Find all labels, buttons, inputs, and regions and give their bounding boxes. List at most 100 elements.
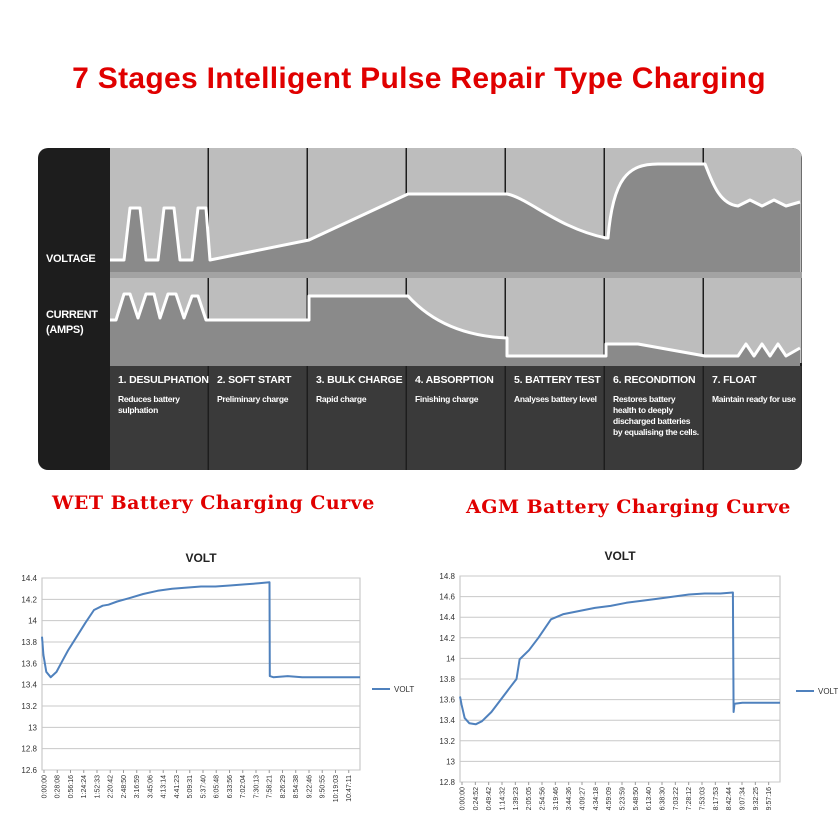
x-tick-label: 10:47:11	[346, 775, 353, 802]
y-tick-label: 14.4	[439, 613, 455, 622]
stage-desc: Preliminary charge	[217, 394, 289, 404]
x-tick-label: 7:28:12	[686, 787, 693, 810]
x-tick-label: 7:30:13	[253, 775, 260, 798]
x-tick-label: 5:23:59	[620, 787, 627, 810]
x-tick-label: 5:37:40	[200, 775, 207, 798]
stage-cell-battery-test: 5. BATTERY TEST Analyses battery level	[507, 366, 604, 468]
y-tick-label: 13.4	[21, 681, 37, 690]
chart-title: VOLT	[604, 549, 636, 563]
x-tick-label: 8:54:38	[293, 775, 300, 798]
x-tick-label: 0:49:42	[486, 787, 493, 810]
x-tick-label: 2:48:50	[121, 775, 128, 798]
stage-name: 1. DESULPHATION	[118, 374, 209, 386]
x-tick-label: 2:20:42	[108, 775, 115, 798]
x-tick-label: 3:16:59	[134, 775, 141, 798]
stage-label-bg	[407, 366, 505, 470]
stage-label-bg	[605, 366, 703, 470]
x-tick-label: 0:28:08	[55, 775, 62, 798]
chart-title: VOLT	[185, 551, 217, 565]
x-tick-label: 4:59:09	[606, 787, 613, 810]
y-tick-label: 13.4	[439, 716, 455, 725]
x-tick-label: 6:05:48	[214, 775, 221, 798]
x-tick-label: 7:03:22	[673, 787, 680, 810]
stage-cell-absorption: 4. ABSORPTION Finishing charge	[408, 366, 505, 468]
stage-name: 5. BATTERY TEST	[514, 374, 601, 386]
x-tick-label: 7:53:03	[700, 787, 707, 810]
y-tick-label: 14.4	[21, 574, 37, 583]
x-tick-label: 5:09:31	[187, 775, 194, 798]
stage-label-bg	[209, 366, 307, 470]
y-tick-label: 14.2	[21, 595, 37, 604]
stage-cell-recondition: 6. RECONDITION Restores battery health t…	[606, 366, 703, 468]
voltage-area	[110, 164, 800, 272]
current-area	[110, 294, 800, 366]
y-tick-label: 14.8	[439, 572, 455, 581]
x-tick-label: 1:14:32	[500, 787, 507, 810]
stage-desc: Rapid charge	[316, 394, 367, 404]
x-tick-label: 2:05:05	[526, 787, 533, 810]
x-tick-label: 4:41:23	[174, 775, 181, 798]
x-tick-label: 1:52:33	[94, 775, 101, 798]
series-line-volt	[41, 581, 360, 679]
y-tick-label: 14.6	[439, 593, 455, 602]
agm-chart-heading: AGM Battery Charging Curve	[466, 496, 791, 518]
y-tick-label: 13.8	[21, 638, 37, 647]
x-tick-label: 9:50:55	[320, 775, 327, 798]
series-line-volt	[459, 591, 780, 726]
stage-name: 3. BULK CHARGE	[316, 374, 403, 386]
x-tick-label: 7:02:04	[240, 775, 247, 798]
x-tick-label: 9:32:25	[753, 787, 760, 810]
agm-volt-chart: VOLT 14.8 14.6 14.4 14.2 14 13.8 13.6 13.4 13.2 13…	[439, 549, 838, 810]
x-tick-label: 0:00:00	[460, 787, 467, 810]
row-separator	[110, 272, 802, 278]
x-tick-label: 4:34:18	[593, 787, 600, 810]
y-tick-label: 12.6	[21, 766, 37, 775]
x-tick-label: 6:13:40	[646, 787, 653, 810]
x-tick-label: 3:45:06	[147, 775, 154, 798]
stage-cell-desulphation: 1. DESULPHATION Reduces battery sulphati…	[111, 366, 209, 468]
voltage-label: VOLTAGE	[46, 253, 96, 265]
x-tick-label: 8:26:29	[280, 775, 287, 798]
plot-area	[41, 577, 361, 771]
y-tick-label: 14.2	[439, 634, 455, 643]
stage-label-bg	[110, 366, 208, 470]
stage-cell-float: 7. FLOAT Maintain ready for use	[705, 366, 802, 468]
x-tick-label: 2:54:56	[540, 787, 547, 810]
x-tick-label: 7:58:21	[267, 775, 274, 798]
x-tick-label: 1:39:23	[513, 787, 520, 810]
stage-desc: Reduces battery sulphation	[118, 394, 180, 415]
legend-label: VOLT	[394, 685, 414, 694]
stage-label-bg	[308, 366, 406, 470]
stage-desc: Maintain ready for use	[712, 394, 796, 404]
y-tick-label: 13.2	[21, 702, 37, 711]
x-tick-label: 1:24:24	[81, 775, 88, 798]
y-tick-label: 13.6	[21, 659, 37, 668]
x-tick-label: 8:42:44	[726, 787, 733, 810]
stage-desc: Analyses battery level	[514, 394, 597, 404]
x-tick-label: 3:19:46	[553, 787, 560, 810]
x-tick-label: 0:56:16	[68, 775, 75, 798]
x-tick-label: 5:48:50	[633, 787, 640, 810]
x-tick-label: 6:38:30	[660, 787, 667, 810]
x-tick-label: 9:07:34	[740, 787, 747, 810]
charging-stages-diagram: VOLTAGE CURRENT (AMPS) 1. DESULPHATION R…	[38, 148, 802, 470]
x-tick-label: 9:57:16	[766, 787, 773, 810]
legend-label: VOLT	[818, 687, 838, 696]
stage-cell-bulk-charge: 3. BULK CHARGE Rapid charge	[309, 366, 406, 468]
stage-desc: Finishing charge	[415, 394, 479, 404]
y-tick-label: 13.8	[439, 675, 455, 684]
x-tick-label: 10:19:03	[333, 775, 340, 802]
x-tick-label: 0:24:52	[473, 787, 480, 810]
x-tick-label: 6:33:56	[227, 775, 234, 798]
current-curve	[110, 292, 801, 358]
x-tick-label: 4:13:14	[161, 775, 168, 798]
y-tick-label: 13	[28, 723, 37, 732]
stage-name: 6. RECONDITION	[613, 374, 696, 386]
y-tick-label: 13.6	[439, 696, 455, 705]
x-tick-label: 3:44:36	[566, 787, 573, 810]
y-tick-label: 12.8	[21, 745, 37, 754]
stage-cell-soft-start: 2. SOFT START Preliminary charge	[210, 366, 307, 468]
page-title: 7 Stages Intelligent Pulse Repair Type C…	[72, 62, 766, 95]
x-tick-label: 0:00:00	[41, 775, 48, 798]
y-tick-label: 13	[446, 757, 455, 766]
